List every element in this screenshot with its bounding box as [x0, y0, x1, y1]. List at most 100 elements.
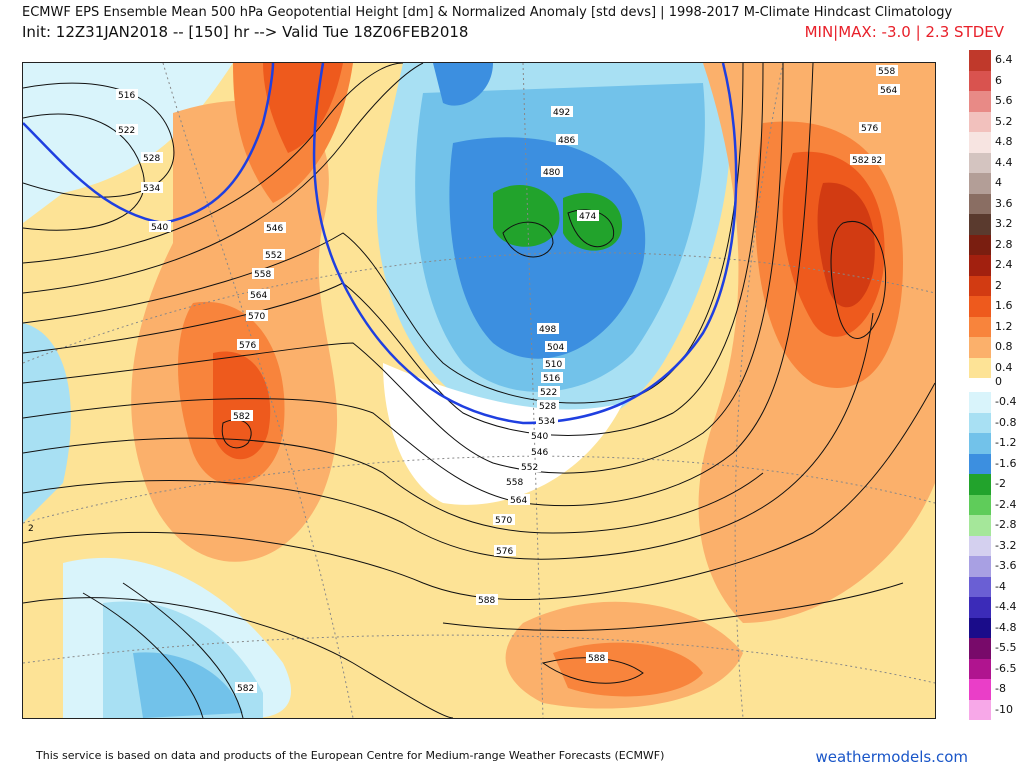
svg-text:558: 558	[506, 478, 523, 488]
legend-positive-bins: 6.4 6 5.6 5.2 4.8 4.4 4 3.6 3.2 2.8 2.4 2 1.6 1.2 0.8 0…	[969, 50, 1019, 378]
legend-row: -1.6	[969, 453, 1019, 474]
contour-label: 582	[850, 154, 872, 166]
svg-text:558: 558	[254, 270, 271, 280]
contour-label: 582	[863, 154, 885, 166]
height-contours	[23, 63, 935, 718]
legend-label: 6	[995, 73, 1002, 87]
legend-swatch	[969, 433, 991, 454]
contour-label: 588	[476, 594, 498, 606]
legend-row: 2	[969, 275, 1019, 296]
svg-text:516: 516	[118, 91, 135, 101]
contour-label: 2	[28, 524, 34, 534]
svg-text:528: 528	[539, 402, 556, 412]
contour-label: 504	[545, 341, 567, 353]
legend-row: -10	[969, 699, 1019, 720]
svg-text:528: 528	[143, 154, 160, 164]
contour-label: 546	[264, 222, 286, 234]
svg-text:582: 582	[237, 684, 254, 694]
svg-text:552: 552	[265, 251, 282, 261]
legend-swatch	[969, 296, 991, 317]
legend-swatch	[969, 111, 991, 132]
legend-label: -10	[995, 702, 1013, 716]
contour-label: 564	[508, 494, 530, 506]
legend-label: 3.2	[995, 217, 1013, 230]
legend-label: -0.4	[995, 395, 1017, 408]
svg-text:480: 480	[543, 168, 560, 178]
legend-swatch	[969, 535, 991, 556]
svg-text:564: 564	[880, 86, 897, 96]
legend-swatch	[969, 412, 991, 433]
legend-label: -4.4	[995, 600, 1017, 613]
contour-label: 522	[116, 124, 138, 136]
legend-swatch	[969, 152, 991, 173]
legend-row: 0.4	[969, 357, 1019, 378]
contour-label: 540	[149, 221, 171, 233]
legend-row: 2.8	[969, 234, 1019, 255]
legend-label: -8	[995, 682, 1006, 695]
legend-label: -5.5	[995, 641, 1017, 654]
contour-label: 570	[246, 310, 268, 322]
legend-label: 1.2	[995, 319, 1013, 333]
contour-label: 516	[116, 89, 138, 101]
contour-labels: 516 522 528 534 540 546 552 558 564 570 576 582 492 4…	[28, 65, 900, 694]
chart-title: ECMWF EPS Ensemble Mean 500 hPa Geopoten…	[22, 5, 953, 20]
legend-label: -3.2	[995, 538, 1017, 552]
map-canvas: 516 522 528 534 540 546 552 558 564 570 576 582 492 4…	[23, 63, 935, 718]
legend-label: 4.8	[995, 135, 1013, 148]
contour-label: 570	[493, 514, 515, 526]
contour-label: 558	[876, 65, 898, 77]
legend-swatch	[969, 275, 991, 296]
legend-row: 4	[969, 173, 1019, 194]
contour-label: 492	[551, 106, 573, 118]
svg-text:516: 516	[543, 374, 560, 384]
site-link[interactable]: weathermodels.com	[815, 748, 968, 766]
legend-swatch	[969, 515, 991, 536]
legend-swatch	[969, 576, 991, 597]
legend-row: 4.8	[969, 132, 1019, 153]
legend-row: -0.4	[969, 392, 1019, 413]
init-valid-time: Init: 12Z31JAN2018 -- [150] hr --> Valid…	[22, 23, 469, 41]
svg-text:558: 558	[878, 67, 895, 77]
legend-swatch	[969, 50, 991, 71]
legend-swatch	[969, 453, 991, 474]
svg-text:582: 582	[865, 156, 882, 166]
legend-label: 2	[995, 278, 1002, 292]
contour-label: 540	[529, 430, 551, 442]
contour-label: 552	[519, 461, 541, 473]
svg-text:540: 540	[151, 223, 168, 233]
legend-swatch	[969, 556, 991, 577]
legend-row: -5.5	[969, 638, 1019, 659]
svg-text:522: 522	[540, 388, 557, 398]
svg-text:492: 492	[553, 108, 570, 118]
contour-label: 588	[586, 652, 608, 664]
legend-row: 3.2	[969, 214, 1019, 235]
legend-row: -4.8	[969, 617, 1019, 638]
legend-row: -4	[969, 576, 1019, 597]
legend-label: -3.6	[995, 559, 1017, 572]
contour-label: 558	[504, 476, 526, 488]
svg-text:510: 510	[545, 360, 562, 370]
contour-label: 528	[537, 400, 559, 412]
legend-row: -3.2	[969, 535, 1019, 556]
contour-label: 576	[237, 339, 259, 351]
legend-row: 0.8	[969, 337, 1019, 358]
svg-text:546: 546	[266, 224, 283, 234]
svg-text:522: 522	[118, 126, 135, 136]
legend-swatch	[969, 173, 991, 194]
attribution-text: This service is based on data and produc…	[36, 749, 665, 762]
contour-label: 516	[541, 372, 563, 384]
contour-label: 528	[141, 152, 163, 164]
legend-label: 4.4	[995, 155, 1013, 169]
legend-row: 1.2	[969, 316, 1019, 337]
legend-swatch	[969, 597, 991, 618]
legend-row: 1.6	[969, 296, 1019, 317]
legend-row: -4.4	[969, 597, 1019, 618]
svg-text:474: 474	[579, 212, 596, 222]
svg-text:540: 540	[531, 432, 548, 442]
svg-text:546: 546	[531, 448, 548, 458]
legend-swatch	[969, 70, 991, 91]
contour-label: 480	[541, 166, 563, 178]
contour-label: 474	[577, 210, 599, 222]
legend-swatch	[969, 494, 991, 515]
svg-text:570: 570	[248, 312, 265, 322]
